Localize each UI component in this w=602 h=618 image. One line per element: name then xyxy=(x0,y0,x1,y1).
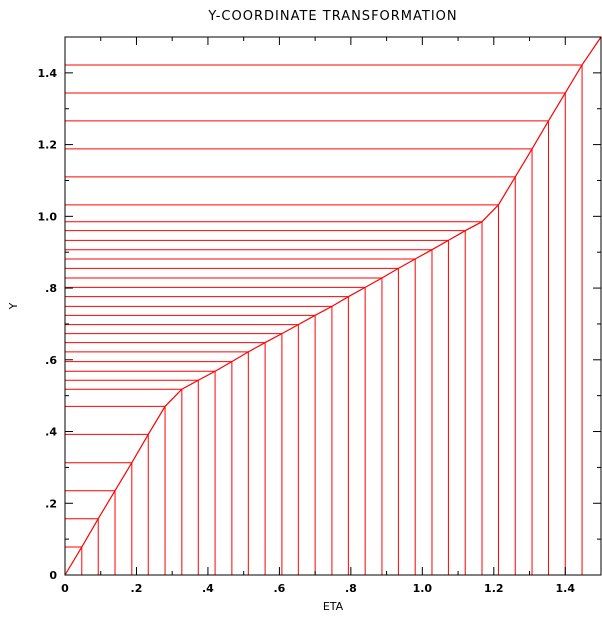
x-axis-label: ETA xyxy=(323,600,344,613)
y-tick-label: .4 xyxy=(45,426,57,439)
y-tick-label: 1.0 xyxy=(38,210,58,223)
plot-frame xyxy=(64,36,602,576)
axis-ticks: 0 .2 .4 .6 .8 1.0 1.2 1.4 0 .2 .4 .6 .8 1.0 1.2 1.4 xyxy=(38,36,602,595)
chart-title: Y-COORDINATE TRANSFORMATION xyxy=(207,9,457,24)
y-axis-label: Y xyxy=(7,302,20,310)
x-tick-label: 1.4 xyxy=(556,582,576,595)
y-tick-label: 1.4 xyxy=(38,67,58,80)
y-tick-label: 0 xyxy=(49,569,57,582)
x-tick-label: 0 xyxy=(61,582,69,595)
y-tick-label: 1.2 xyxy=(38,139,58,152)
transformation-curve xyxy=(64,36,602,576)
plot-area xyxy=(64,36,602,576)
x-tick-label: .8 xyxy=(345,582,357,595)
x-tick-label: .6 xyxy=(273,582,285,595)
x-tick-label: .4 xyxy=(202,582,214,595)
y-tick-label: .2 xyxy=(45,497,57,510)
y-tick-label: .6 xyxy=(45,354,57,367)
x-tick-label: 1.2 xyxy=(484,582,504,595)
x-tick-label: 1.0 xyxy=(413,582,433,595)
y-tick-label: .8 xyxy=(45,282,57,295)
x-tick-label: .2 xyxy=(131,582,143,595)
